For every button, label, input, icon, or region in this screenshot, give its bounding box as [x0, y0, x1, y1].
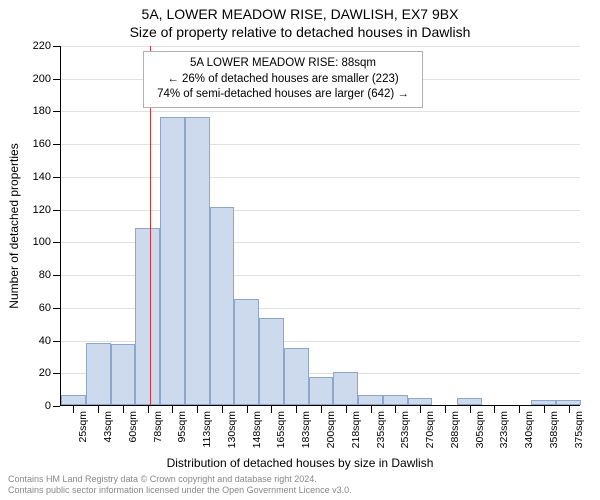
y-tick-label: 220	[33, 40, 61, 52]
x-tick-label: 235sqm	[375, 411, 387, 448]
histogram-bar	[210, 207, 235, 405]
y-tick-label: 160	[33, 138, 61, 150]
chart-container: 5A, LOWER MEADOW RISE, DAWLISH, EX7 9BX …	[0, 0, 600, 500]
gridline	[61, 46, 580, 47]
histogram-bar	[185, 117, 210, 405]
x-tick	[197, 406, 198, 413]
x-tick-label: 43sqm	[102, 411, 114, 443]
x-tick	[98, 406, 99, 413]
histogram-bar	[284, 348, 309, 405]
x-tick	[296, 406, 297, 413]
x-tick-label: 200sqm	[325, 411, 337, 448]
y-tick-label: 0	[45, 400, 61, 412]
histogram-bar	[531, 400, 556, 405]
histogram-bar	[259, 318, 284, 405]
histogram-bar	[383, 395, 408, 405]
footer-line: Contains public sector information licen…	[8, 485, 352, 496]
y-tick-label: 40	[39, 335, 61, 347]
x-tick-label: 78sqm	[152, 411, 164, 443]
x-tick-label: 25sqm	[77, 411, 89, 443]
y-tick-label: 180	[33, 105, 61, 117]
y-tick-label: 20	[39, 367, 61, 379]
x-tick-label: 183sqm	[300, 411, 312, 448]
annotation-box: 5A LOWER MEADOW RISE: 88sqm ← 26% of det…	[143, 51, 423, 108]
y-tick-label: 60	[39, 302, 61, 314]
x-tick	[321, 406, 322, 413]
x-tick	[371, 406, 372, 413]
histogram-bar	[333, 372, 358, 405]
x-axis-label: Distribution of detached houses by size …	[0, 456, 600, 470]
x-tick-label: 340sqm	[523, 411, 535, 448]
x-tick	[445, 406, 446, 413]
x-tick-label: 305sqm	[474, 411, 486, 448]
annotation-line: 74% of semi-detached houses are larger (…	[152, 87, 414, 103]
x-tick-label: 218sqm	[350, 411, 362, 448]
x-tick	[420, 406, 421, 413]
histogram-bar	[111, 344, 136, 405]
x-tick-label: 358sqm	[548, 411, 560, 448]
footer-attribution: Contains HM Land Registry data © Crown c…	[8, 474, 352, 497]
x-tick-label: 165sqm	[275, 411, 287, 448]
x-tick	[519, 406, 520, 413]
histogram-bar	[234, 299, 259, 405]
gridline	[61, 177, 580, 178]
histogram-bar	[556, 400, 581, 405]
x-tick	[544, 406, 545, 413]
y-tick-label: 140	[33, 171, 61, 183]
x-tick	[73, 406, 74, 413]
histogram-bar	[358, 395, 383, 405]
x-tick-label: 375sqm	[573, 411, 585, 448]
address-title: 5A, LOWER MEADOW RISE, DAWLISH, EX7 9BX	[0, 6, 600, 22]
x-tick	[222, 406, 223, 413]
x-tick	[470, 406, 471, 413]
x-tick	[395, 406, 396, 413]
x-tick	[346, 406, 347, 413]
plot-area: 02040608010012014016018020022025sqm43sqm…	[60, 46, 580, 406]
x-tick	[172, 406, 173, 413]
x-tick-label: 270sqm	[424, 411, 436, 448]
x-tick-label: 130sqm	[226, 411, 238, 448]
gridline	[61, 111, 580, 112]
y-tick-label: 80	[39, 269, 61, 281]
x-tick-label: 113sqm	[201, 411, 213, 448]
gridline	[61, 210, 580, 211]
gridline	[61, 144, 580, 145]
annotation-line: 5A LOWER MEADOW RISE: 88sqm	[152, 56, 414, 72]
x-tick	[148, 406, 149, 413]
x-tick-label: 288sqm	[449, 411, 461, 448]
x-tick	[569, 406, 570, 413]
y-tick-label: 120	[33, 204, 61, 216]
x-tick	[271, 406, 272, 413]
y-axis-label: Number of detached properties	[7, 143, 21, 308]
x-tick-label: 60sqm	[127, 411, 139, 443]
x-tick	[247, 406, 248, 413]
histogram-bar	[86, 343, 111, 405]
x-tick	[494, 406, 495, 413]
footer-line: Contains HM Land Registry data © Crown c…	[8, 474, 352, 485]
x-tick-label: 95sqm	[176, 411, 188, 443]
histogram-bar	[61, 395, 86, 405]
x-tick-label: 253sqm	[399, 411, 411, 448]
chart-subtitle: Size of property relative to detached ho…	[0, 24, 600, 40]
histogram-bar	[408, 398, 433, 405]
x-tick-label: 148sqm	[251, 411, 263, 448]
y-tick-label: 200	[33, 73, 61, 85]
annotation-line: ← 26% of detached houses are smaller (22…	[152, 72, 414, 88]
histogram-bar	[160, 117, 185, 405]
histogram-bar	[457, 398, 482, 405]
x-tick	[123, 406, 124, 413]
y-tick-label: 100	[33, 236, 61, 248]
histogram-bar	[309, 377, 334, 405]
histogram-bar	[135, 228, 160, 405]
x-tick-label: 323sqm	[498, 411, 510, 448]
